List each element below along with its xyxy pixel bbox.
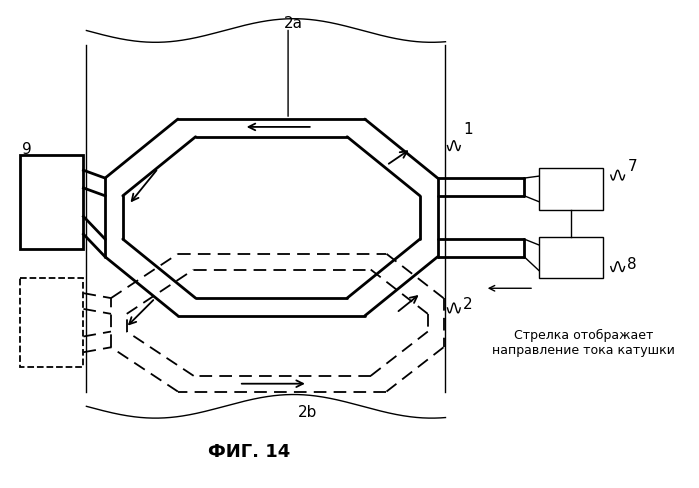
- Bar: [539, 169, 603, 210]
- Text: 2: 2: [463, 296, 473, 311]
- Bar: [539, 238, 603, 279]
- Text: 9: 9: [22, 142, 32, 157]
- Text: ФИГ. 14: ФИГ. 14: [208, 442, 290, 460]
- Text: 8: 8: [628, 257, 637, 272]
- Text: Стрелка отображает
направление тока катушки: Стрелка отображает направление тока кату…: [492, 328, 675, 356]
- Bar: [20, 156, 83, 249]
- Bar: [20, 279, 83, 367]
- Text: 2b: 2b: [298, 405, 317, 420]
- Text: 2a: 2a: [284, 16, 303, 31]
- Text: 7: 7: [628, 159, 637, 173]
- Text: 1: 1: [463, 122, 473, 137]
